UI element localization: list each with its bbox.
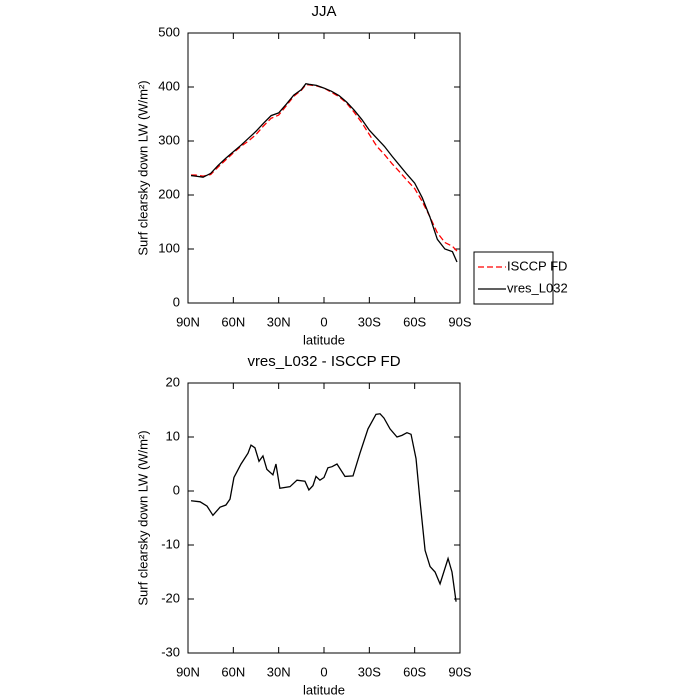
chart-title: JJA [311,3,336,20]
x-tick-label: 30N [267,314,291,329]
y-tick-label: 100 [158,240,180,255]
y-tick-label: 0 [173,482,180,497]
x-tick-label: 0 [320,664,327,679]
x-tick-label: 90N [176,314,200,329]
x-tick-label: 60S [403,314,426,329]
series-line [191,84,458,252]
x-tick-label: 30S [358,664,381,679]
y-tick-label: 500 [158,24,180,39]
y-tick-label: -30 [161,644,180,659]
x-tick-label: 0 [320,314,327,329]
plot-frame [187,32,461,304]
y-axis-label: Surf clearsky down LW (W/m²) [135,430,150,605]
y-tick-label: 200 [158,186,180,201]
y-tick-label: -10 [161,536,180,551]
y-tick-label: 10 [166,428,180,443]
series-line [190,83,458,263]
legend-box [473,251,554,305]
x-tick-label: 90N [176,664,200,679]
x-tick-label: 60S [403,664,426,679]
series-line [190,413,457,602]
x-axis-label: latitude [303,682,345,697]
x-tick-label: 90S [448,314,471,329]
x-tick-label: 30N [267,664,291,679]
x-axis-label: latitude [303,332,345,347]
legend-label: vres_L032 [507,280,568,295]
x-tick-label: 90S [448,664,471,679]
x-tick-label: 60N [221,314,245,329]
y-axis-label: Surf clearsky down LW (W/m²) [135,80,150,255]
x-tick-label: 60N [221,664,245,679]
y-tick-label: 400 [158,78,180,93]
y-tick-label: -20 [161,590,180,605]
plot-frame [187,382,461,654]
chart-title: vres_L032 - ISCCP FD [247,353,400,370]
y-tick-label: 20 [166,374,180,389]
y-tick-label: 300 [158,132,180,147]
legend-label: ISCCP FD [507,258,567,273]
x-tick-label: 30S [358,314,381,329]
y-tick-label: 0 [173,294,180,309]
